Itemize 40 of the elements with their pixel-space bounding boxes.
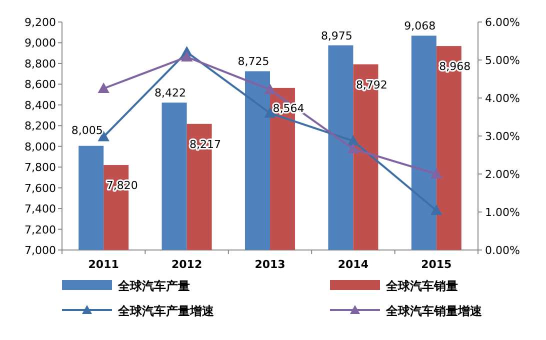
y-tick-label: 7,000 xyxy=(24,244,56,257)
y2-tick-label: 6.00% xyxy=(485,16,520,29)
legend-label: 全球汽车产量 xyxy=(117,279,190,293)
y-tick-label: 7,400 xyxy=(24,202,56,216)
legend-label: 全球汽车销量 xyxy=(385,279,458,293)
y-tick-label: 8,400 xyxy=(24,98,56,112)
x-tick-label: 2012 xyxy=(171,258,202,271)
y2-tick-label: 3.00% xyxy=(485,130,520,143)
x-tick-label: 2011 xyxy=(88,258,119,271)
point xyxy=(348,143,359,154)
point xyxy=(98,83,110,93)
y-tick-label: 7,600 xyxy=(24,182,56,195)
legend-label: 全球汽车销量增速 xyxy=(385,304,483,318)
data-label: 8,975 xyxy=(320,29,352,42)
legend-label: 全球汽车产量增速 xyxy=(117,304,215,318)
y2-tick-label: 5.00% xyxy=(485,54,520,67)
x-tick-label: 2013 xyxy=(254,258,286,271)
point xyxy=(348,135,359,146)
y-tick-label: 9,200 xyxy=(24,16,56,29)
data-label: 8,422 xyxy=(154,86,186,100)
y2-tick-label: 4.00% xyxy=(485,92,520,105)
y-tick-label: 7,800 xyxy=(24,161,56,174)
y-tick-label: 8,800 xyxy=(24,57,56,70)
point xyxy=(430,168,442,178)
x-tick-label: 2014 xyxy=(338,258,369,271)
y-tick-label: 9,000 xyxy=(24,36,56,50)
y-tick-label: 8,600 xyxy=(24,78,56,92)
data-label: 9,068 xyxy=(404,20,436,33)
data-label: 8,005 xyxy=(71,124,103,137)
y2-tick-label: 2.00% xyxy=(485,168,520,181)
y-tick-label: 7,200 xyxy=(24,223,56,236)
y-tick-label: 8,000 xyxy=(24,140,56,154)
y-tick-label: 8,200 xyxy=(24,120,56,133)
point xyxy=(181,51,192,62)
y2-tick-label: 1.00% xyxy=(485,206,520,219)
data-label: 8,725 xyxy=(238,55,270,68)
x-tick-label: 2015 xyxy=(421,258,452,271)
y2-tick-label: 0.00% xyxy=(485,244,520,257)
point xyxy=(264,84,276,94)
point xyxy=(430,204,442,215)
